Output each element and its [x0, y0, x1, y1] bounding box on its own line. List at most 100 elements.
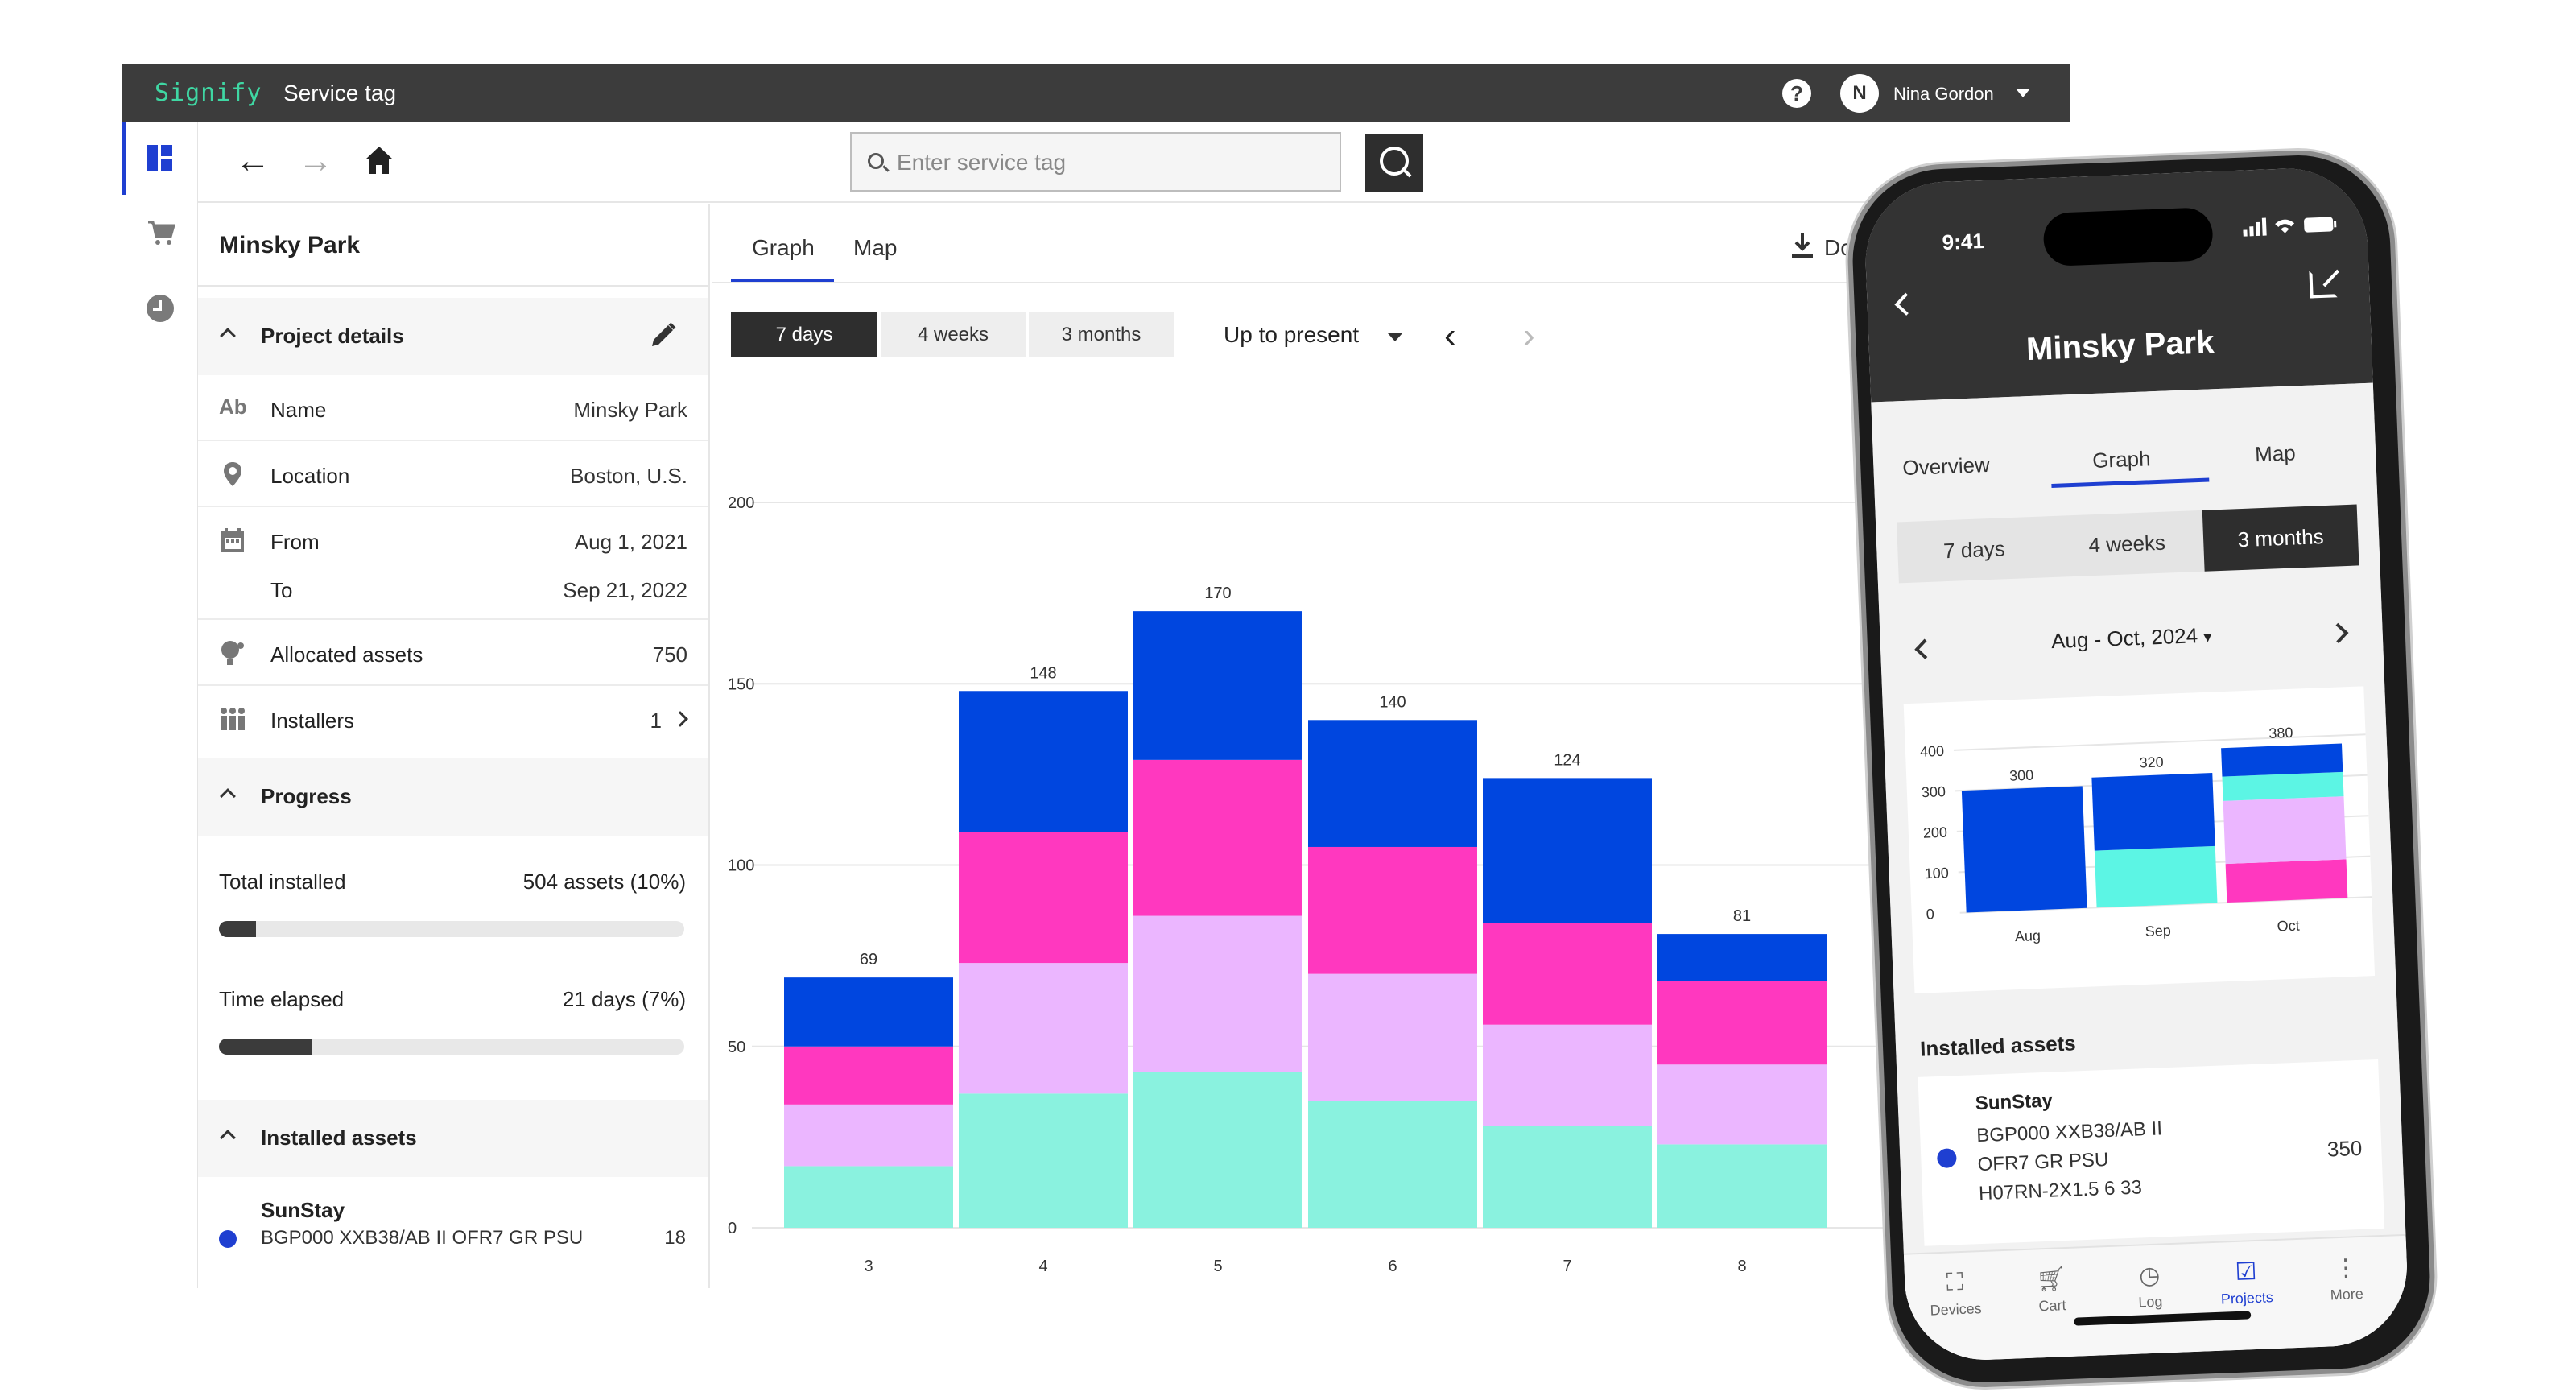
- open-external-icon[interactable]: [2309, 270, 2338, 299]
- phone-period-dropdown[interactable]: Aug - Oct, 2024 ▾: [1880, 616, 2383, 660]
- cart-icon: 🛒︎: [2035, 1266, 2067, 1294]
- bar-segment: [784, 1046, 953, 1105]
- nav-log-label: Log: [2138, 1293, 2163, 1311]
- side-rail: »: [122, 122, 198, 1288]
- cart-icon[interactable]: [147, 219, 175, 246]
- project-details-title: Project details: [261, 324, 404, 348]
- phone-asset-name: SunStay: [1975, 1089, 2054, 1115]
- chevron-down-icon[interactable]: [1388, 333, 1402, 341]
- bar-segment: [2221, 743, 2343, 777]
- history-icon[interactable]: [147, 295, 174, 322]
- total-installed-value: 504 assets (10%): [522, 869, 686, 894]
- desktop-window: Signify Service tag ? N Nina Gordon » ← …: [122, 64, 2070, 1288]
- allocated-assets-value: 750: [652, 642, 687, 667]
- bar-segment: [784, 1104, 953, 1167]
- nav-devices[interactable]: ⛶ Devices: [1906, 1267, 2004, 1320]
- nav-log[interactable]: ◷ Log: [2101, 1260, 2199, 1313]
- phone-range-4-weeks[interactable]: 4 weeks: [2088, 530, 2166, 558]
- range-7-days-button[interactable]: 7 days: [731, 312, 877, 357]
- x-tick-label: 7: [1563, 1258, 1571, 1275]
- phone-bottom-nav: ⛶ Devices 🛒︎ Cart ◷ Log ☑ Projects ⋮ More: [1903, 1233, 2410, 1363]
- asset-color-dot: [1936, 1148, 1957, 1169]
- search-button[interactable]: [1365, 134, 1423, 192]
- phone-tab-graph[interactable]: Graph: [2091, 446, 2152, 473]
- dashboard-icon[interactable]: [147, 145, 172, 171]
- x-tick-label: Oct: [2277, 918, 2300, 935]
- back-arrow-icon[interactable]: ←: [235, 141, 270, 180]
- bar-segment: [959, 1093, 1128, 1228]
- allocated-assets-label: Allocated assets: [270, 642, 423, 667]
- name-label: Name: [270, 398, 327, 422]
- phone-tab-overview[interactable]: Overview: [1901, 452, 1991, 481]
- bar-segment: [784, 1166, 953, 1228]
- back-chevron-icon[interactable]: [1894, 292, 1918, 316]
- download-icon[interactable]: [1790, 232, 1814, 259]
- nav-cart[interactable]: 🛒︎ Cart: [2003, 1263, 2101, 1316]
- edit-pencil-icon[interactable]: [649, 320, 678, 349]
- total-installed-label: Total installed: [219, 869, 346, 894]
- phone-header: 9:41 Minsky Park: [1862, 165, 2373, 403]
- phone-screen: 9:41 Minsky Park Overview Graph Map 7 da…: [1862, 165, 2410, 1363]
- nav-projects-label: Projects: [2220, 1289, 2274, 1307]
- x-tick-label: 3: [864, 1258, 873, 1275]
- bulb-icon: [221, 641, 244, 665]
- chevron-down-icon: ▾: [2203, 628, 2212, 646]
- range-4-weeks-button[interactable]: 4 weeks: [881, 312, 1026, 357]
- bar-segment: [1483, 923, 1652, 1025]
- search-box: [850, 132, 1341, 192]
- y-tick-label: 100: [1924, 865, 1949, 882]
- phone-range-3-months[interactable]: 3 months: [2202, 504, 2359, 572]
- present-dropdown[interactable]: Up to present: [1224, 322, 1360, 347]
- chevron-down-icon[interactable]: [2016, 89, 2030, 97]
- installers-row[interactable]: Installers 1: [198, 686, 708, 752]
- project-details-header[interactable]: Project details: [198, 298, 708, 375]
- progress-header[interactable]: Progress: [198, 758, 708, 836]
- chevron-right-icon[interactable]: ›: [1523, 316, 1535, 355]
- bar-segment: [1308, 720, 1477, 847]
- name-row: Ab Name Minsky Park: [198, 375, 708, 441]
- phone-asset-card[interactable]: SunStay BGP000 XXB38/AB II OFR7 GR PSU H…: [1918, 1059, 2385, 1246]
- forward-arrow-icon[interactable]: →: [298, 141, 333, 180]
- user-name[interactable]: Nina Gordon: [1893, 84, 1994, 104]
- phone-range-selector: 7 days 4 weeks 3 months: [1897, 504, 2359, 584]
- bar-segment: [2094, 845, 2218, 908]
- bar-total-label: 81: [1733, 907, 1751, 925]
- range-3-months-button[interactable]: 3 months: [1029, 312, 1174, 357]
- asset-name: SunStay: [261, 1198, 345, 1222]
- phone-range-7-days[interactable]: 7 days: [1942, 536, 2006, 564]
- chevron-up-icon: [220, 328, 236, 344]
- chevron-left-icon[interactable]: ‹: [1444, 316, 1456, 355]
- service-tag-input[interactable]: [897, 145, 1315, 180]
- bar-segment: [1133, 611, 1302, 760]
- phone-tab-map[interactable]: Map: [2254, 440, 2297, 467]
- bar-segment: [1308, 1101, 1477, 1228]
- bar-segment: [1133, 1072, 1302, 1228]
- bar-segment: [2223, 796, 2347, 865]
- bar-segment: [1133, 915, 1302, 1072]
- help-icon[interactable]: ?: [1782, 79, 1811, 108]
- installed-assets-title: Installed assets: [261, 1126, 417, 1150]
- phone-asset-count: 350: [2326, 1135, 2363, 1162]
- avatar[interactable]: N: [1840, 74, 1879, 113]
- bar-segment: [2091, 773, 2215, 851]
- status-icons: [2243, 217, 2337, 237]
- from-label: From: [270, 530, 320, 554]
- time-elapsed-fill: [219, 1039, 312, 1055]
- time-elapsed-value: 21 days (7%): [562, 987, 686, 1011]
- tab-graph[interactable]: Graph: [752, 235, 815, 260]
- more-vertical-icon: ⋮: [2333, 1254, 2359, 1283]
- tab-map[interactable]: Map: [853, 235, 898, 260]
- project-panel: Minsky Park Project details Ab Name Mins…: [198, 204, 710, 1288]
- home-icon[interactable]: [364, 145, 394, 176]
- phone-period-label: Aug - Oct, 2024: [2050, 623, 2198, 654]
- phone-asset-line-3: H07RN-2X1.5 6 33: [1978, 1176, 2143, 1205]
- nav-more[interactable]: ⋮ More: [2297, 1252, 2395, 1305]
- stacked-bar-chart: 0 50 100 150 200 69 3 148 4 170 5 140 6 124 7 81 8: [728, 494, 2070, 1275]
- chevron-right-icon[interactable]: [672, 711, 688, 727]
- installed-assets-header[interactable]: Installed assets: [198, 1100, 708, 1177]
- phone-title: Minsky Park: [2025, 324, 2215, 368]
- nav-projects[interactable]: ☑ Projects: [2197, 1256, 2295, 1309]
- nav-bar: ← →: [198, 122, 2070, 203]
- bar-segment: [1308, 846, 1477, 974]
- asset-description: BGP000 XXB38/AB II OFR7 GR PSU: [261, 1227, 584, 1249]
